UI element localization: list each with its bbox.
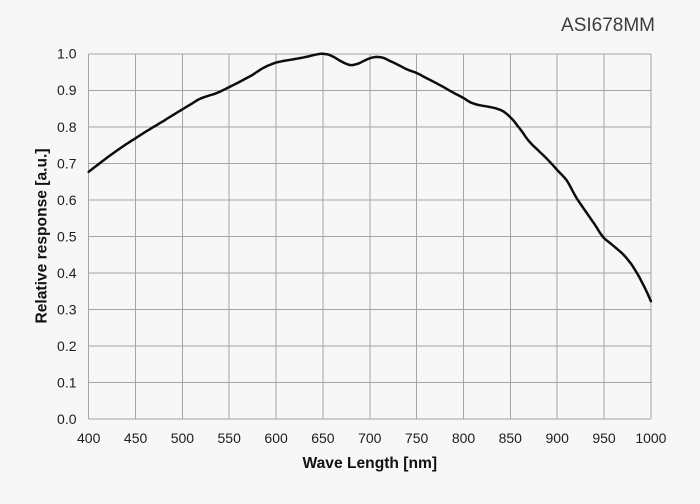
- svg-text:0.3: 0.3: [57, 302, 77, 318]
- svg-text:800: 800: [452, 430, 476, 446]
- svg-text:0.4: 0.4: [57, 265, 77, 281]
- svg-text:1.0: 1.0: [57, 46, 77, 62]
- svg-text:ASI678MM: ASI678MM: [561, 15, 655, 36]
- svg-text:900: 900: [546, 430, 570, 446]
- svg-text:450: 450: [124, 430, 148, 446]
- svg-text:600: 600: [264, 430, 288, 446]
- svg-text:0.0: 0.0: [57, 411, 77, 427]
- svg-text:0.6: 0.6: [57, 192, 77, 208]
- svg-text:0.9: 0.9: [57, 82, 77, 98]
- svg-text:750: 750: [405, 430, 429, 446]
- svg-text:1000: 1000: [635, 430, 666, 446]
- svg-text:400: 400: [77, 430, 101, 446]
- svg-text:0.8: 0.8: [57, 119, 77, 135]
- svg-text:500: 500: [171, 430, 195, 446]
- svg-text:850: 850: [499, 430, 523, 446]
- svg-text:Relative response [a.u.]: Relative response [a.u.]: [34, 148, 51, 323]
- svg-text:950: 950: [592, 430, 616, 446]
- svg-text:0.1: 0.1: [57, 375, 77, 391]
- svg-text:0.5: 0.5: [57, 228, 77, 244]
- svg-text:Wave Length [nm]: Wave Length [nm]: [303, 455, 438, 472]
- svg-text:650: 650: [311, 430, 335, 446]
- svg-text:550: 550: [218, 430, 242, 446]
- svg-text:0.2: 0.2: [57, 338, 77, 354]
- svg-text:0.7: 0.7: [57, 155, 77, 171]
- svg-text:700: 700: [358, 430, 382, 446]
